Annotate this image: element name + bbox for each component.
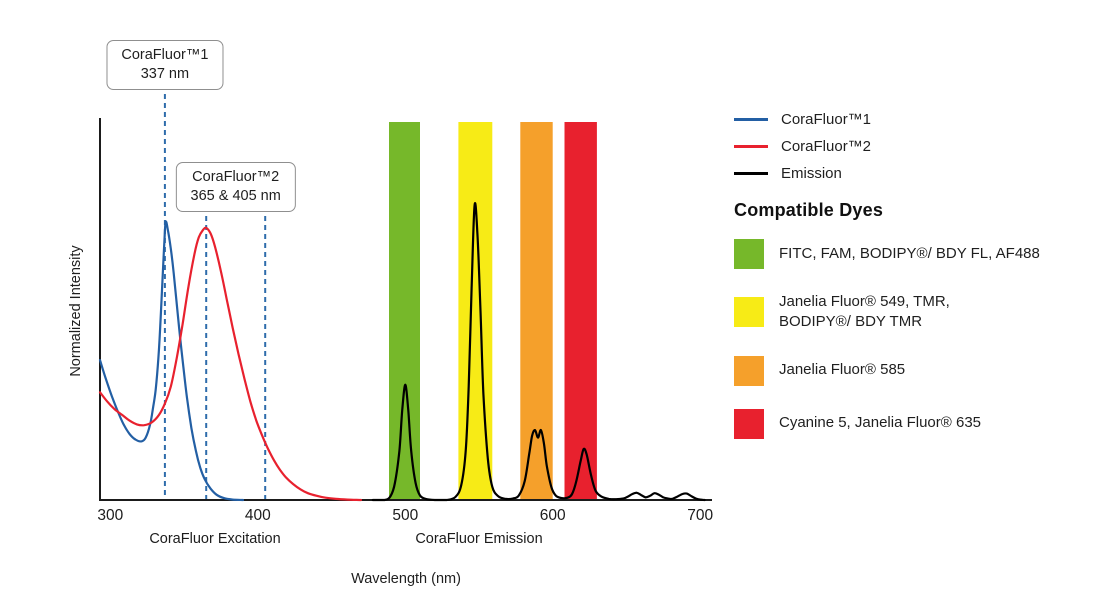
legend-line-swatch	[734, 118, 768, 121]
filter-band-cy5-jf635	[564, 122, 597, 500]
dye-color-swatch	[734, 239, 764, 269]
y-axis-title: Normalized Intensity	[68, 245, 84, 377]
emission-curve	[371, 202, 706, 502]
legend-series-label: CoraFluor™2	[781, 138, 872, 155]
x-tick-label: 500	[392, 507, 419, 524]
filter-band-fitc-af488	[389, 122, 420, 500]
dye-label: Janelia Fluor® 585	[779, 361, 906, 379]
legend-series-item: Emission	[734, 160, 1106, 187]
dye-color-swatch	[734, 408, 764, 439]
dye-color-swatch	[734, 297, 764, 328]
dye-label: FITC, FAM, BODIPY®/ BDY FL, AF488	[779, 244, 1040, 262]
legend: CoraFluor™1 CoraFluor™2 Emission Compatibl…	[734, 106, 1106, 439]
compatible-dyes-list: FITC, FAM, BODIPY®/ BDY FL, AF488 Janelia…	[734, 239, 1106, 439]
corafluor2-excitation-curve	[98, 226, 363, 502]
dye-label: Cyanine 5, Janelia Fluor® 635	[779, 414, 982, 432]
dye-item: Janelia Fluor® 585	[734, 355, 1106, 386]
legend-line-swatch	[734, 145, 768, 148]
dye-item: Janelia Fluor® 549, TMR, BODIPY®/ BDY TM…	[734, 292, 1106, 333]
legend-series-label: Emission	[781, 165, 842, 182]
legend-series-item: CoraFluor™2	[734, 133, 1106, 160]
x-tick-label: 300	[97, 507, 124, 524]
callout-corafluor2-wavelength: 365 & 405 nm	[190, 188, 281, 205]
legend-series-list: CoraFluor™1 CoraFluor™2 Emission	[734, 106, 1106, 187]
callout-corafluor1-title: CoraFluor™1	[121, 47, 209, 63]
compatible-dyes-heading: Compatible Dyes	[734, 200, 884, 220]
x-axis-group-label: CoraFluor Emission	[415, 531, 543, 547]
dye-label: Janelia Fluor® 549, TMR, BODIPY®/ BDY TM…	[779, 293, 950, 331]
x-tick-label: 600	[539, 507, 566, 524]
callout-corafluor2-title: CoraFluor™2	[192, 169, 280, 185]
filter-band-jf585	[520, 122, 553, 500]
x-axis-title: Wavelength (nm)	[351, 571, 461, 587]
dye-color-swatch	[734, 355, 764, 386]
x-tick-label: 400	[244, 507, 271, 524]
corafluor1-excitation-curve	[98, 220, 245, 502]
x-tick-label: 700	[687, 507, 714, 524]
callout-corafluor1: CoraFluor™1 337 nm	[106, 40, 224, 91]
callout-corafluor2: CoraFluor™2 365 & 405 nm	[175, 162, 296, 213]
x-axis-group-label: CoraFluor Excitation	[149, 531, 281, 547]
dye-item: FITC, FAM, BODIPY®/ BDY FL, AF488	[734, 239, 1106, 269]
legend-series-item: CoraFluor™1	[734, 106, 1106, 133]
legend-series-label: CoraFluor™1	[781, 111, 872, 128]
callout-corafluor1-wavelength: 337 nm	[140, 66, 190, 83]
dye-item: Cyanine 5, Janelia Fluor® 635	[734, 408, 1106, 439]
legend-line-swatch	[734, 172, 768, 175]
